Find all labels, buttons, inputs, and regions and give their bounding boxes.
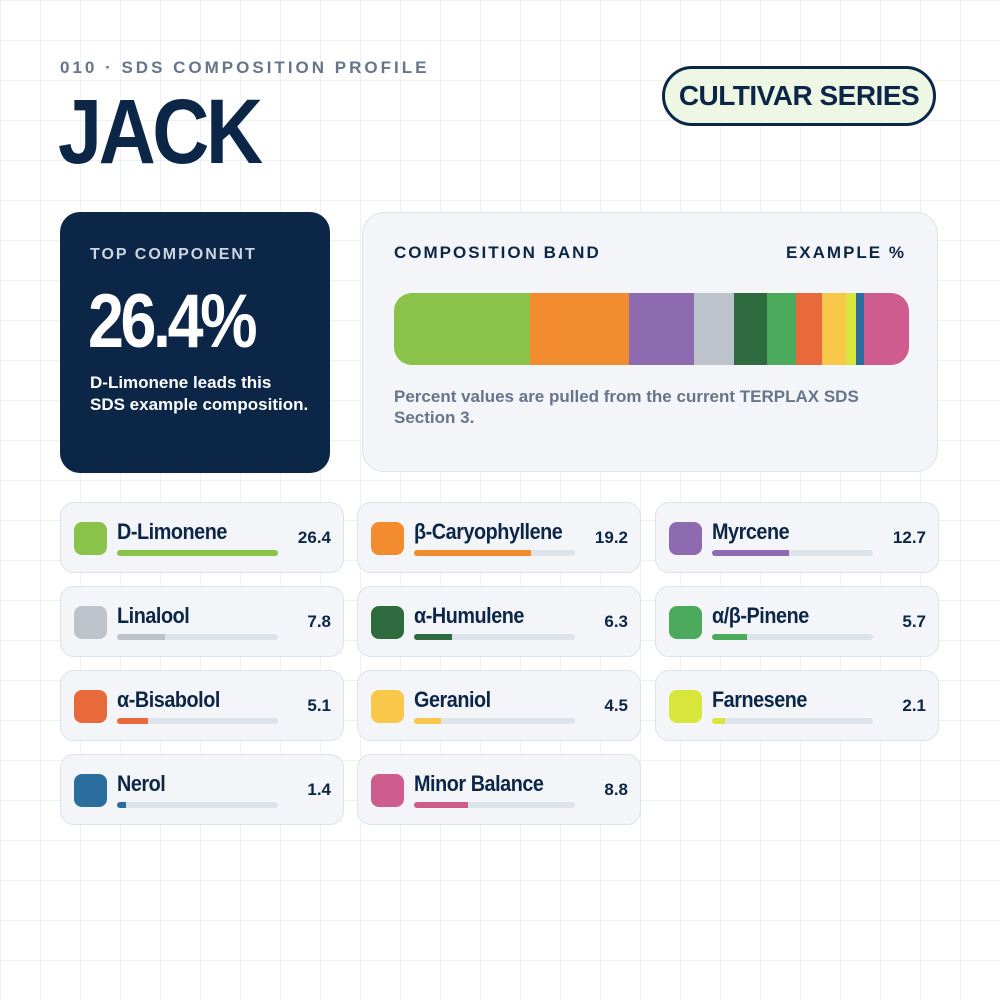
band-segment [845,293,857,365]
component-name: D-Limonene [117,519,227,544]
bar-track [117,802,278,808]
component-card: Farnesene 2.1 [655,670,939,741]
bar [414,802,468,808]
band-segment [734,293,767,365]
component-name: Nerol [117,771,166,796]
band-segment [863,293,909,365]
swatch [669,522,702,555]
band-note: Percent values are pulled from the curre… [394,387,859,427]
swatch [371,774,404,807]
component-name: α-Bisabolol [117,687,220,712]
component-card: D-Limonene 26.4 [60,502,344,573]
bar-track [117,550,278,556]
bar [117,550,278,556]
band-segment [628,293,695,365]
band-segment [822,293,846,365]
top-value: 26.4% [88,279,258,364]
component-card: α-Bisabolol 5.1 [60,670,344,741]
component-value: 8.8 [604,780,628,799]
component-value: 19.2 [594,528,628,547]
component-value: 26.4 [297,528,331,547]
kicker: 010 · SDS COMPOSITION PROFILE [60,58,430,77]
bar [117,634,165,640]
component-name: Geraniol [414,687,491,712]
bar-track [414,634,575,640]
component-name: α-Humulene [414,603,524,628]
swatch [371,690,404,723]
component-card: α/β-Pinene 5.7 [655,586,939,657]
component-card: Nerol 1.4 [60,754,344,825]
band-segment [394,293,530,365]
swatch [371,606,404,639]
top-note: D-Limonene leads this SDS example compos… [90,373,309,414]
band [394,293,909,365]
component-value: 6.3 [604,612,628,631]
component-value: 4.5 [604,696,628,715]
swatch [74,606,107,639]
component-value: 5.7 [902,612,926,631]
component-card: Linalool 7.8 [60,586,344,657]
swatch [669,606,702,639]
swatch [371,522,404,555]
band-segment [529,293,629,365]
component-card: Minor Balance 8.8 [357,754,641,825]
band-segment [694,293,735,365]
top-label: TOP COMPONENT [90,246,257,263]
bar-track [117,718,278,724]
component-name: β-Caryophyllene [414,519,563,544]
bar [414,550,532,556]
component-name: Farnesene [712,687,808,712]
bar-track [414,718,575,724]
swatch [74,522,107,555]
bar [414,634,453,640]
component-card: Myrcene 12.7 [655,502,939,573]
bar-track [712,718,873,724]
bar [712,634,747,640]
component-name: Linalool [117,603,190,628]
band-title: COMPOSITION BAND [394,243,601,262]
component-value: 7.8 [307,612,331,631]
component-value: 12.7 [892,528,926,547]
swatch [669,690,702,723]
component-card: β-Caryophyllene 19.2 [357,502,641,573]
band-card: COMPOSITION BAND EXAMPLE % Percent value… [362,212,938,472]
component-card: Geraniol 4.5 [357,670,641,741]
component-value: 5.1 [307,696,331,715]
bar-track [712,550,873,556]
bar [712,718,725,724]
component-card: α-Humulene 6.3 [357,586,641,657]
component-name: α/β-Pinene [712,603,809,628]
component-name: Myrcene [712,519,790,544]
bar [414,718,442,724]
title: JACK [58,81,263,183]
band-segment [796,293,823,365]
bar [712,550,790,556]
component-name: Minor Balance [414,771,544,796]
badge: CULTIVAR SERIES [662,66,936,126]
swatch [74,690,107,723]
swatch [74,774,107,807]
bar-track [117,634,278,640]
component-value: 2.1 [902,696,926,715]
band-segment [766,293,797,365]
band-segment [856,293,864,365]
bar-track [414,550,575,556]
bar-track [712,634,873,640]
bar [117,802,126,808]
bar-track [414,802,575,808]
top-card: TOP COMPONENT 26.4% D-Limonene leads thi… [60,212,330,473]
bar [117,718,149,724]
component-value: 1.4 [307,780,331,799]
band-unit: EXAMPLE % [785,243,906,262]
